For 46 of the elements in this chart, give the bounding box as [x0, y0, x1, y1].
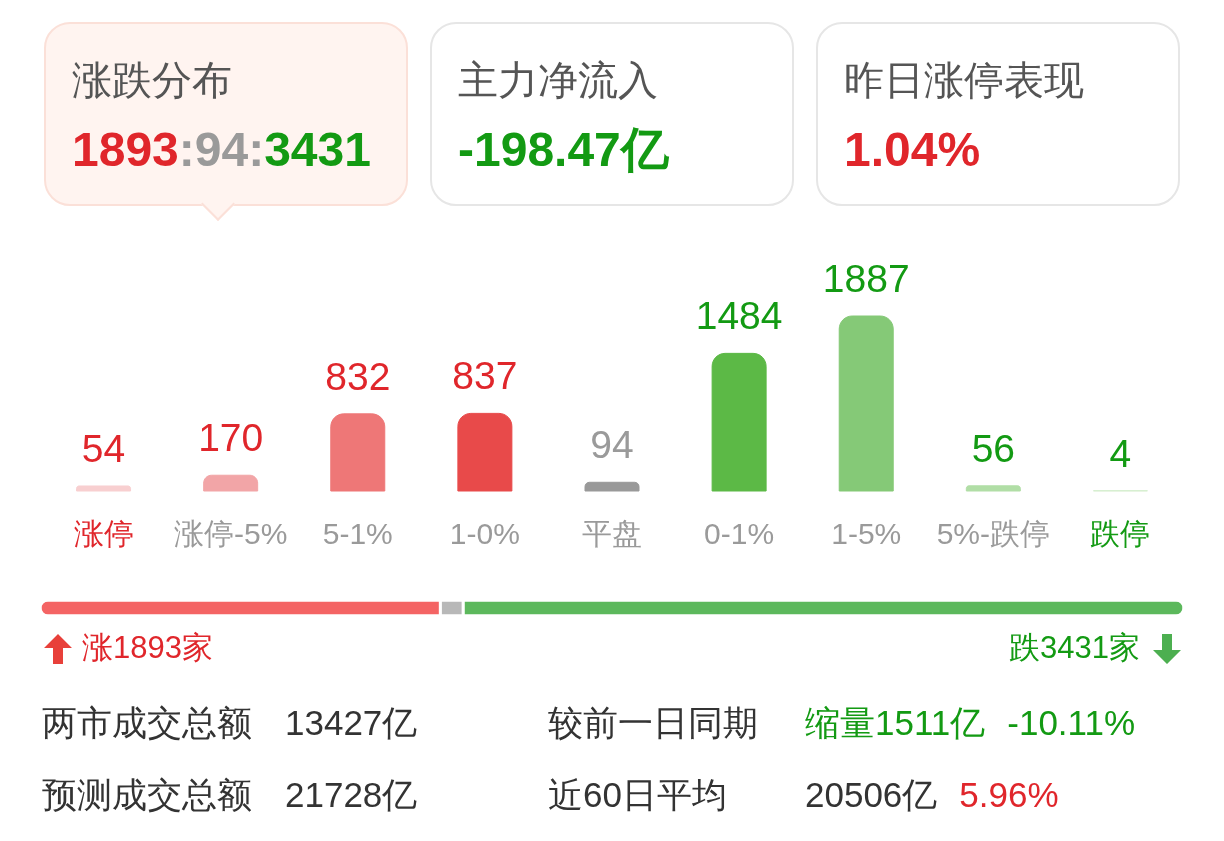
x-tick-label: 5-1% — [322, 516, 393, 550]
data-label: 170 — [198, 416, 264, 460]
text: 预测成交总额 — [42, 775, 252, 814]
data-label: 837 — [452, 354, 518, 398]
text: 两市成交总额 — [42, 703, 252, 742]
x-tick-label: 1-0% — [449, 516, 520, 550]
data-label: 54 — [81, 426, 126, 470]
bar — [965, 485, 1021, 492]
text: 涨1893家 — [82, 630, 213, 666]
bar — [203, 474, 259, 492]
bar — [711, 352, 767, 492]
data-label: 56 — [971, 426, 1016, 470]
bar — [584, 481, 640, 492]
text: -198.47亿 — [458, 123, 669, 176]
text: 缩量1511亿 — [805, 703, 986, 742]
text: 3431 — [264, 123, 371, 176]
data-label: 1484 — [695, 294, 783, 338]
x-tick-label: 涨停 — [73, 516, 134, 550]
text: 较前一日同期 — [548, 703, 758, 742]
x-tick-label: 平盘 — [582, 516, 642, 550]
text: -10.11% — [1007, 703, 1136, 742]
text: 5.96% — [959, 775, 1059, 814]
x-tick-label: 5%-跌停 — [936, 516, 1051, 550]
data-label: 1887 — [822, 257, 910, 300]
text: :94: — [178, 123, 265, 176]
text: 20506亿 — [805, 775, 938, 814]
bar — [330, 413, 386, 492]
text: 跌3431家 — [1009, 630, 1140, 666]
text: 近60日平均 — [548, 775, 727, 814]
x-tick-label: 涨停-5% — [173, 516, 288, 550]
bar — [457, 412, 513, 492]
x-tick-label: 1-5% — [831, 516, 902, 550]
x-tick-label: 跌停 — [1090, 516, 1151, 550]
text: 1893 — [72, 123, 179, 176]
bar — [76, 485, 132, 492]
text: 21728亿 — [285, 775, 418, 814]
text: 1.04% — [844, 123, 981, 176]
data-label: 4 — [1109, 431, 1132, 475]
bar — [838, 315, 894, 492]
text: 昨日涨停表现 — [844, 57, 1084, 104]
text: 13427亿 — [285, 703, 418, 742]
data-label: 94 — [590, 423, 634, 467]
x-tick-label: 0-1% — [704, 516, 775, 550]
text: 主力净流入 — [458, 57, 658, 104]
data-label: 832 — [325, 354, 391, 398]
text: 涨跌分布 — [72, 57, 232, 104]
